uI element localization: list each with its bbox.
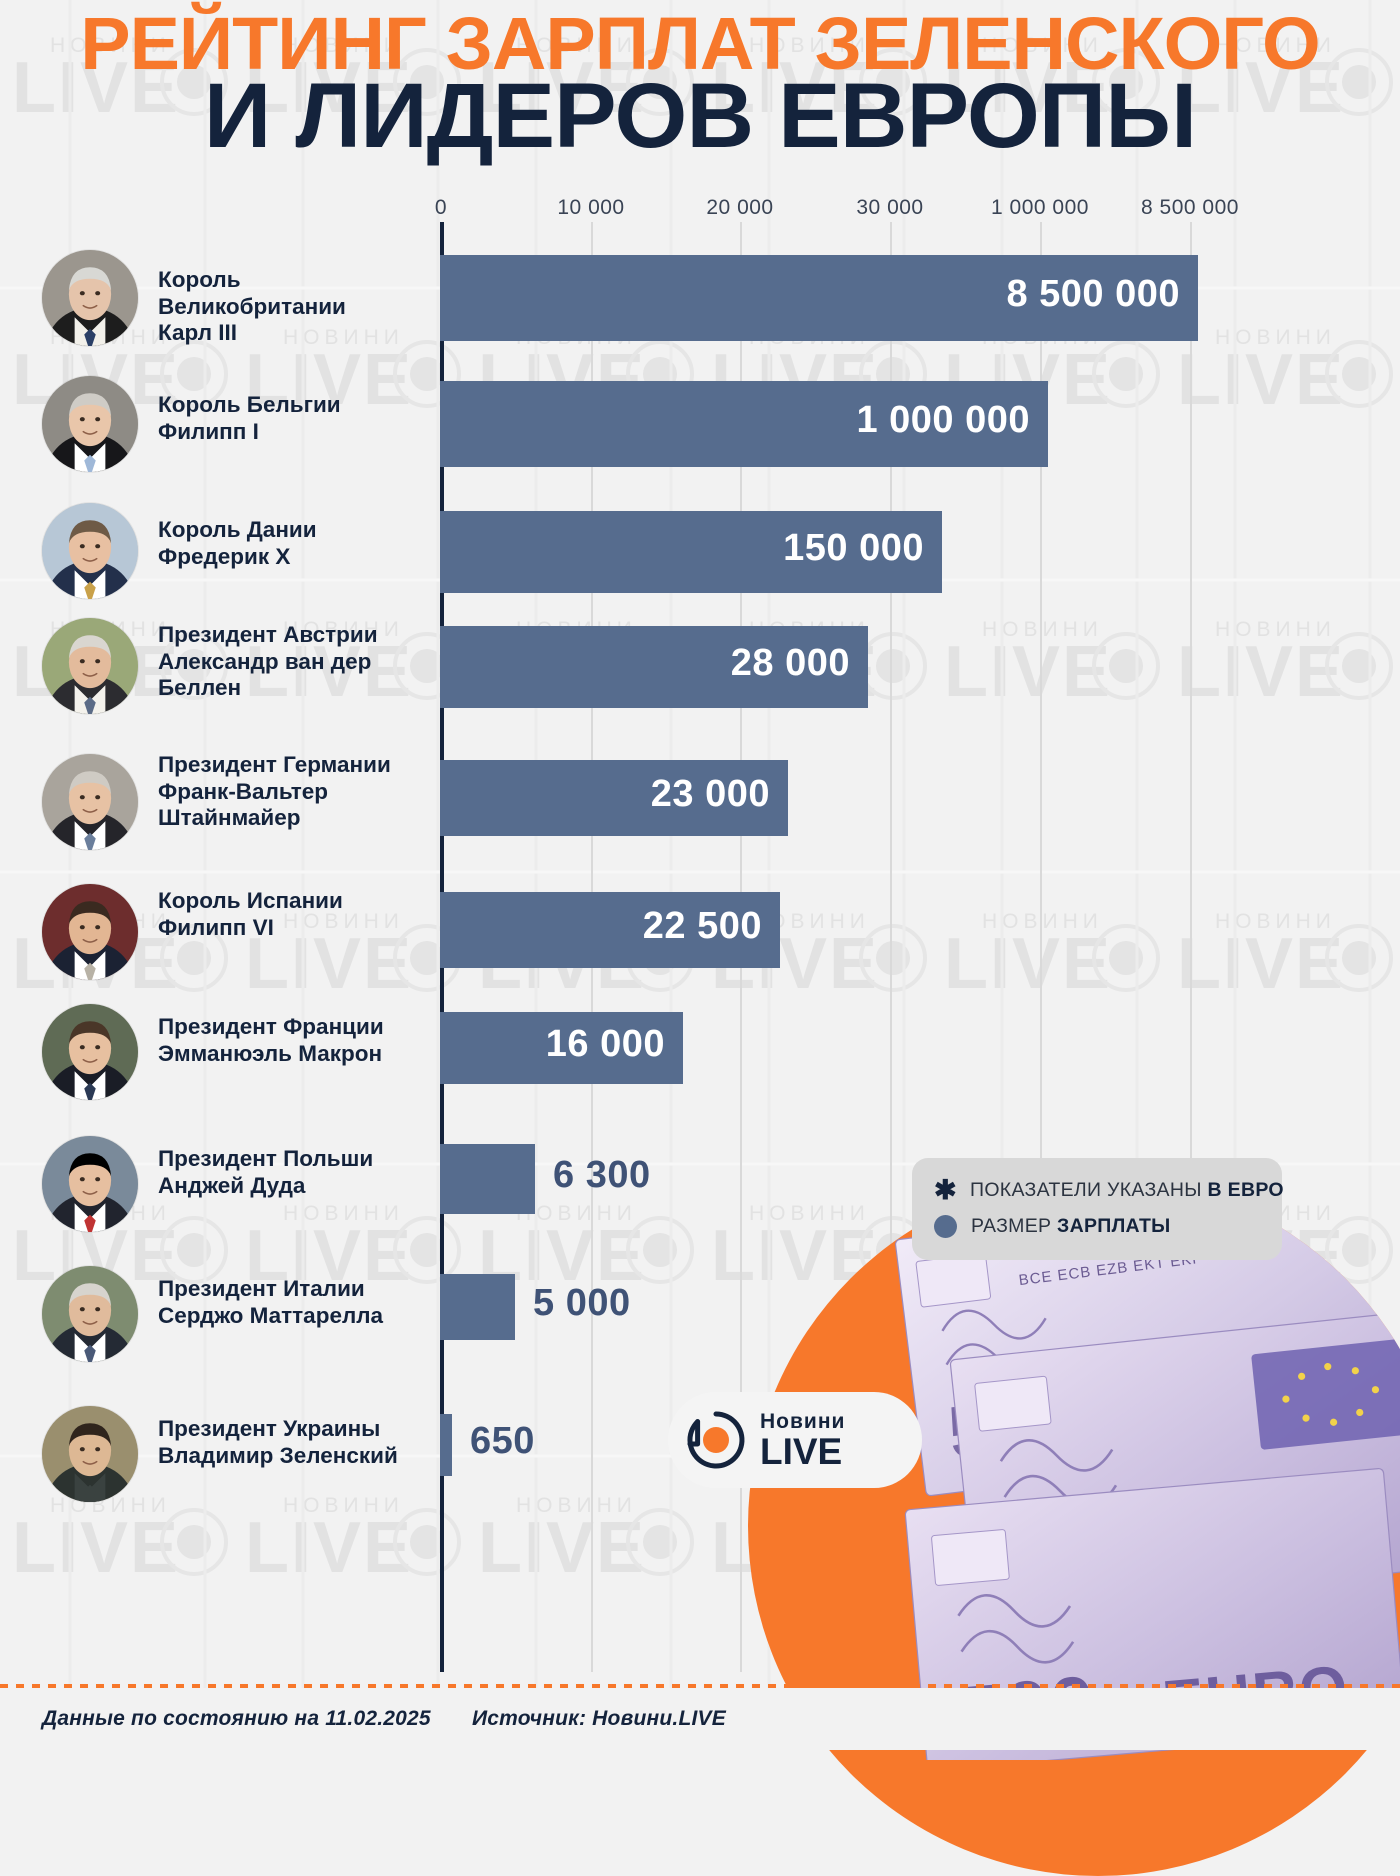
avatar xyxy=(42,376,138,472)
legend-row-series: РАЗМЕР ЗАРПЛАТЫ xyxy=(934,1208,1264,1244)
bar-value-label: 1 000 000 xyxy=(856,399,1030,441)
person-line-1: Президент Франции xyxy=(158,1014,384,1039)
bar-value-label: 23 000 xyxy=(650,773,770,815)
bar xyxy=(440,1144,535,1214)
portrait-image xyxy=(42,1406,138,1502)
person-line-2: Александр ван дер xyxy=(158,648,372,674)
asterisk-icon: ✱ xyxy=(934,1174,957,1205)
person-label: Президент Украины Владимир Зеленский xyxy=(158,1416,430,1469)
circle-swatch-icon xyxy=(934,1214,957,1238)
person-line-2: Фредерик X xyxy=(158,543,291,569)
person-label: Король Испании Филипп VI xyxy=(158,888,430,941)
bar-value-label: 6 300 xyxy=(553,1154,651,1196)
bar xyxy=(440,1414,452,1476)
portrait-image xyxy=(42,754,138,850)
axis-tick-3: 30 000 xyxy=(856,196,924,219)
person-line-1: Король Великобритании xyxy=(158,267,346,319)
portrait-image xyxy=(42,250,138,346)
portrait-image xyxy=(42,503,138,599)
person-line-2: Анджей Дуда xyxy=(158,1172,306,1198)
legend-series-text: РАЗМЕР ЗАРПЛАТЫ xyxy=(971,1215,1171,1238)
footer: Данные по состоянию на 11.02.2025 Источн… xyxy=(0,1688,1400,1750)
logo-top-text: Новини xyxy=(760,1409,846,1433)
axis-tick-4: 1 000 000 xyxy=(991,196,1089,219)
avatar xyxy=(42,1136,138,1232)
person-label: Президент Австрии Александр ван дер Беллен xyxy=(158,622,430,702)
portrait-image xyxy=(42,1004,138,1100)
bar-value-label: 650 xyxy=(470,1420,535,1462)
person-line-2: Франк-Вальтер xyxy=(158,778,328,804)
bar-value-label: 8 500 000 xyxy=(1006,273,1180,315)
person-line-2: Филипп VI xyxy=(158,914,274,940)
bar-value-label: 5 000 xyxy=(533,1282,631,1324)
avatar xyxy=(42,1266,138,1362)
bar-value-label: 28 000 xyxy=(730,642,850,684)
legend-currency-bold: В ЕВРО xyxy=(1207,1178,1284,1201)
portrait-image xyxy=(42,376,138,472)
person-line-3: Штайнмайер xyxy=(158,805,301,831)
legend-series-bold: ЗАРПЛАТЫ xyxy=(1057,1214,1171,1237)
novyny-live-logo[interactable]: Новини LIVE xyxy=(668,1392,922,1488)
person-line-2: Владимир Зеленский xyxy=(158,1442,398,1468)
page-title: РЕЙТИНГ ЗАРПЛАТ ЗЕЛЕНСКОГО И ЛИДЕРОВ ЕВР… xyxy=(0,6,1400,168)
person-line-2: Серджо Маттарелла xyxy=(158,1302,384,1328)
person-line-1: Король Испании xyxy=(158,888,343,913)
portrait-image xyxy=(42,1136,138,1232)
footer-date: Данные по состоянию на 11.02.2025 xyxy=(42,1707,431,1730)
bar-value-label: 22 500 xyxy=(642,905,762,947)
legend-currency-text: ПОКАЗАТЕЛИ УКАЗАНЫ В ЕВРО xyxy=(970,1179,1284,1202)
live-dot-icon xyxy=(687,1411,745,1469)
person-line-3: Беллен xyxy=(158,675,242,701)
person-line-1: Президент Польши xyxy=(158,1146,374,1171)
logo-bottom-text: LIVE xyxy=(760,1430,843,1472)
legend-currency-plain: ПОКАЗАТЕЛИ УКАЗАНЫ xyxy=(970,1178,1208,1201)
title-line-2: И ЛИДЕРОВ ЕВРОПЫ xyxy=(203,65,1197,168)
person-label: Президент Италии Серджо Маттарелла xyxy=(158,1276,430,1329)
chart-x-axis-labels: 0 10 000 20 000 30 000 1 000 000 8 500 0… xyxy=(0,196,1400,222)
logo-text: Новини LIVE xyxy=(760,1411,845,1470)
person-label: Король Дании Фредерик X xyxy=(158,517,430,570)
axis-tick-5: 8 500 000 xyxy=(1141,196,1239,219)
person-line-1: Король Бельгии xyxy=(158,392,341,417)
person-line-1: Президент Германии xyxy=(158,752,391,777)
axis-tick-0: 0 xyxy=(434,196,448,219)
person-label: Президент Польши Анджей Дуда xyxy=(158,1146,430,1199)
bar-value-label: 150 000 xyxy=(783,527,924,569)
person-line-1: Президент Италии xyxy=(158,1276,365,1301)
chart-legend: ✱ ПОКАЗАТЕЛИ УКАЗАНЫ В ЕВРО РАЗМЕР ЗАРПЛ… xyxy=(912,1158,1284,1260)
person-label: Президент Франции Эмманюэль Макрон xyxy=(158,1014,430,1067)
person-label: Президент Германии Франк-Вальтер Штайнмайе… xyxy=(158,752,430,832)
avatar xyxy=(42,618,138,714)
footer-source: Источник: Новини.LIVE xyxy=(472,1707,726,1730)
portrait-image xyxy=(42,618,138,714)
avatar xyxy=(42,1004,138,1100)
portrait-image xyxy=(42,1266,138,1362)
avatar xyxy=(42,250,138,346)
avatar xyxy=(42,503,138,599)
axis-tick-2: 20 000 xyxy=(706,196,774,219)
avatar xyxy=(42,884,138,980)
person-label: Король Великобритании Карл III xyxy=(158,267,430,347)
bar-value-label: 16 000 xyxy=(545,1023,665,1065)
axis-tick-1: 10 000 xyxy=(557,196,625,219)
person-line-1: Президент Украины xyxy=(158,1416,381,1441)
bar xyxy=(440,1274,515,1340)
person-line-1: Король Дании xyxy=(158,517,317,542)
person-line-1: Президент Австрии xyxy=(158,622,378,647)
avatar xyxy=(42,1406,138,1502)
legend-row-currency: ✱ ПОКАЗАТЕЛИ УКАЗАНЫ В ЕВРО xyxy=(934,1172,1284,1208)
person-line-2: Эмманюэль Макрон xyxy=(158,1040,383,1066)
person-label: Король Бельгии Филипп I xyxy=(158,392,430,445)
person-line-2: Филипп I xyxy=(158,418,259,444)
portrait-image xyxy=(42,884,138,980)
avatar xyxy=(42,754,138,850)
legend-series-plain: РАЗМЕР xyxy=(971,1214,1058,1237)
person-line-2: Карл III xyxy=(158,320,238,346)
